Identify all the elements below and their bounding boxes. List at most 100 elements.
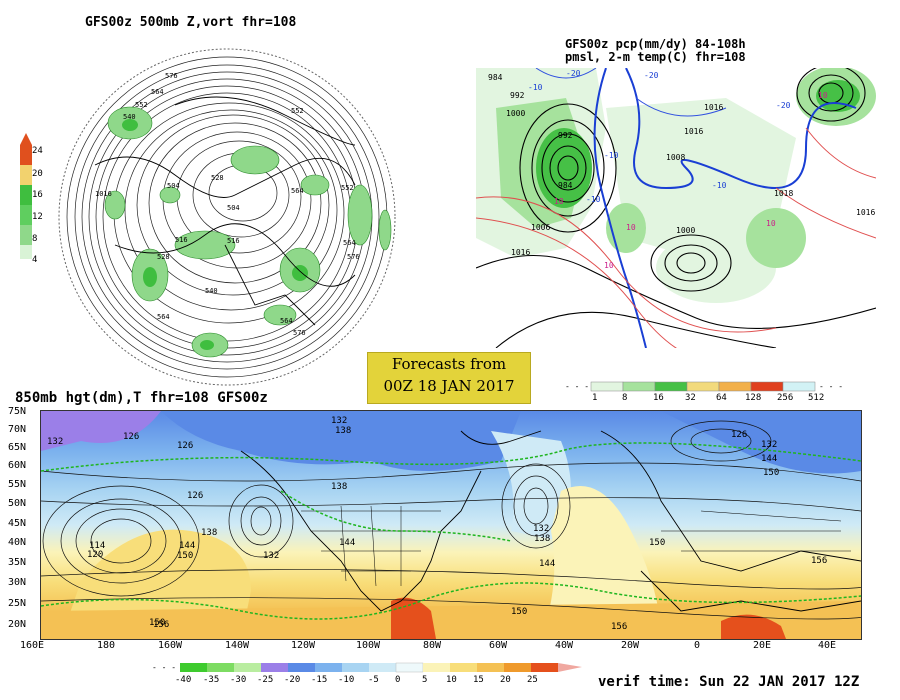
lon-label: 180 bbox=[97, 640, 116, 651]
mslp-label: 984 bbox=[488, 73, 503, 82]
pcp-mslp-map: 984 992 1000 992 984 1006 1008 1016 1016… bbox=[476, 68, 876, 348]
panel-pcp-title-line2: pmsl, 2-m temp(C) fhr=108 bbox=[565, 50, 746, 64]
panel-850mb-title: 850mb hgt(dm),T fhr=108 GFS00z bbox=[15, 390, 268, 406]
lat-label: 60N bbox=[8, 460, 27, 471]
temp-cbar-label-10: 10 bbox=[446, 675, 457, 685]
mslp-label: 1016 bbox=[684, 127, 703, 136]
hgt-label: 150 bbox=[511, 607, 527, 617]
temp-cbar-label-7: -5 bbox=[368, 675, 379, 685]
z500-contour-label: 540 bbox=[123, 113, 136, 121]
lat-label: 40N bbox=[8, 537, 27, 548]
polar-500mb-graphic: 576 564 552 540 528 504 504 516 528 540 … bbox=[58, 48, 396, 386]
z500-contour-label: 552 bbox=[135, 101, 148, 109]
lat-label: 65N bbox=[8, 442, 27, 453]
svg-text:-10: -10 bbox=[528, 83, 543, 92]
pcp-colorbar: - - - - - - bbox=[565, 380, 845, 400]
svg-text:-10: -10 bbox=[586, 195, 601, 204]
z500-contour-label: 576 bbox=[293, 329, 306, 337]
hgt-label: 150 bbox=[177, 551, 193, 561]
hgt-label: 144 bbox=[339, 538, 355, 548]
z500-contour-label: 552 bbox=[291, 107, 304, 115]
svg-text:- - -: - - - bbox=[152, 663, 176, 672]
svg-text:- - -: - - - bbox=[565, 382, 589, 391]
lat-label: 70N bbox=[8, 424, 27, 435]
vort-colorbar bbox=[18, 131, 38, 261]
hgt-label: 156 bbox=[811, 556, 827, 566]
temp-cbar-label-13: 25 bbox=[527, 675, 538, 685]
hgt-label: 144 bbox=[539, 559, 555, 569]
forecast-init-box: Forecasts from 00Z 18 JAN 2017 bbox=[367, 352, 531, 404]
hgt-label: 150 bbox=[149, 618, 165, 628]
temp-cbar-label-0: -40 bbox=[175, 675, 192, 685]
temp-cbar-label-9: 5 bbox=[422, 675, 428, 685]
mslp-label: 1016 bbox=[511, 248, 530, 257]
hgt-label: 126 bbox=[123, 432, 139, 442]
lon-label: 100W bbox=[356, 640, 381, 651]
lon-label: 80W bbox=[423, 640, 442, 651]
pcp-colorbar-graphic: - - - - - - bbox=[565, 381, 843, 392]
verif-time: verif time: Sun 22 JAN 2017 12Z bbox=[598, 674, 860, 690]
hgt-label: 114 bbox=[89, 541, 105, 551]
temp-cbar-label-4: -20 bbox=[284, 675, 301, 685]
lat-label: 75N bbox=[8, 406, 27, 417]
hgt-label: 132 bbox=[47, 437, 63, 447]
lat-label: 50N bbox=[8, 498, 27, 509]
vort-cbar-label-0: 24 bbox=[32, 146, 43, 156]
mslp-label: 1018 bbox=[774, 189, 793, 198]
z500-contour-label: 504 bbox=[167, 182, 180, 190]
z500-contour-label: 1016 bbox=[95, 190, 112, 198]
hgt-label: 156 bbox=[611, 622, 627, 632]
temp-colorbar-graphic: - - - bbox=[152, 662, 582, 673]
temp-cbar-label-6: -10 bbox=[338, 675, 355, 685]
panel-pcp-title-line1: GFS00z pcp(mm/dy) 84-108h bbox=[565, 37, 746, 51]
svg-text:- - -: - - - bbox=[819, 382, 843, 391]
temp-cbar-label-11: 15 bbox=[473, 675, 484, 685]
lon-label: 20W bbox=[621, 640, 640, 651]
vort-cbar-label-5: 4 bbox=[32, 255, 38, 265]
lat-label: 55N bbox=[8, 479, 27, 490]
mslp-label: 984 bbox=[558, 181, 573, 190]
pcp-cbar-label-4: 64 bbox=[716, 393, 727, 403]
lon-label: 160E bbox=[20, 640, 45, 651]
z500-contour-label: 516 bbox=[175, 236, 188, 244]
hemispheric-850mb-graphic: 132 126 126 132 138 126 114 120 138 144 … bbox=[41, 411, 861, 639]
hgt-label: 144 bbox=[179, 541, 195, 551]
polar-500mb-map: 576 564 552 540 528 504 504 516 528 540 … bbox=[55, 45, 400, 390]
temp-cbar-label-12: 20 bbox=[500, 675, 511, 685]
lon-label: 0 bbox=[694, 640, 701, 651]
z500-contour-label: 564 bbox=[151, 88, 164, 96]
hgt-label: 144 bbox=[761, 454, 777, 464]
z500-contour-label: 516 bbox=[227, 237, 240, 245]
z500-contour-label: 564 bbox=[291, 187, 304, 195]
svg-text:-20: -20 bbox=[566, 69, 581, 78]
svg-text:-20: -20 bbox=[776, 101, 791, 110]
hgt-label: 138 bbox=[335, 426, 351, 436]
lat-label: 30N bbox=[8, 577, 27, 588]
lat-label: 25N bbox=[8, 598, 27, 609]
svg-text:10: 10 bbox=[766, 219, 776, 228]
z500-contour-label: 528 bbox=[157, 253, 170, 261]
vort-cbar-label-1: 20 bbox=[32, 169, 43, 179]
z500-contour-label: 564 bbox=[343, 239, 356, 247]
svg-text:-10: -10 bbox=[604, 151, 619, 160]
z500-contour-label: 576 bbox=[347, 253, 360, 261]
svg-text:-10: -10 bbox=[712, 181, 727, 190]
hgt-label: 126 bbox=[187, 491, 203, 501]
pcp-mslp-graphic: 984 992 1000 992 984 1006 1008 1016 1016… bbox=[476, 68, 876, 348]
lon-label: 60W bbox=[489, 640, 508, 651]
lon-label: 40E bbox=[818, 640, 837, 651]
pcp-cbar-label-2: 16 bbox=[653, 393, 664, 403]
hgt-label: 138 bbox=[534, 534, 550, 544]
mslp-label: 1008 bbox=[666, 153, 685, 162]
panel-500mb-title: GFS00z 500mb Z,vort fhr=108 bbox=[85, 15, 297, 30]
hgt-label: 120 bbox=[87, 550, 103, 560]
mslp-label: 992 bbox=[558, 131, 573, 140]
hgt-label: 132 bbox=[533, 524, 549, 534]
hgt-label: 156 bbox=[153, 620, 169, 630]
hgt-label: 132 bbox=[761, 440, 777, 450]
temp-colorbar: - - - bbox=[152, 660, 592, 676]
temp-cbar-label-1: -35 bbox=[203, 675, 220, 685]
hgt-label: 138 bbox=[201, 528, 217, 538]
hgt-label: 132 bbox=[331, 416, 347, 426]
vort-colorbar-graphic bbox=[20, 133, 32, 259]
